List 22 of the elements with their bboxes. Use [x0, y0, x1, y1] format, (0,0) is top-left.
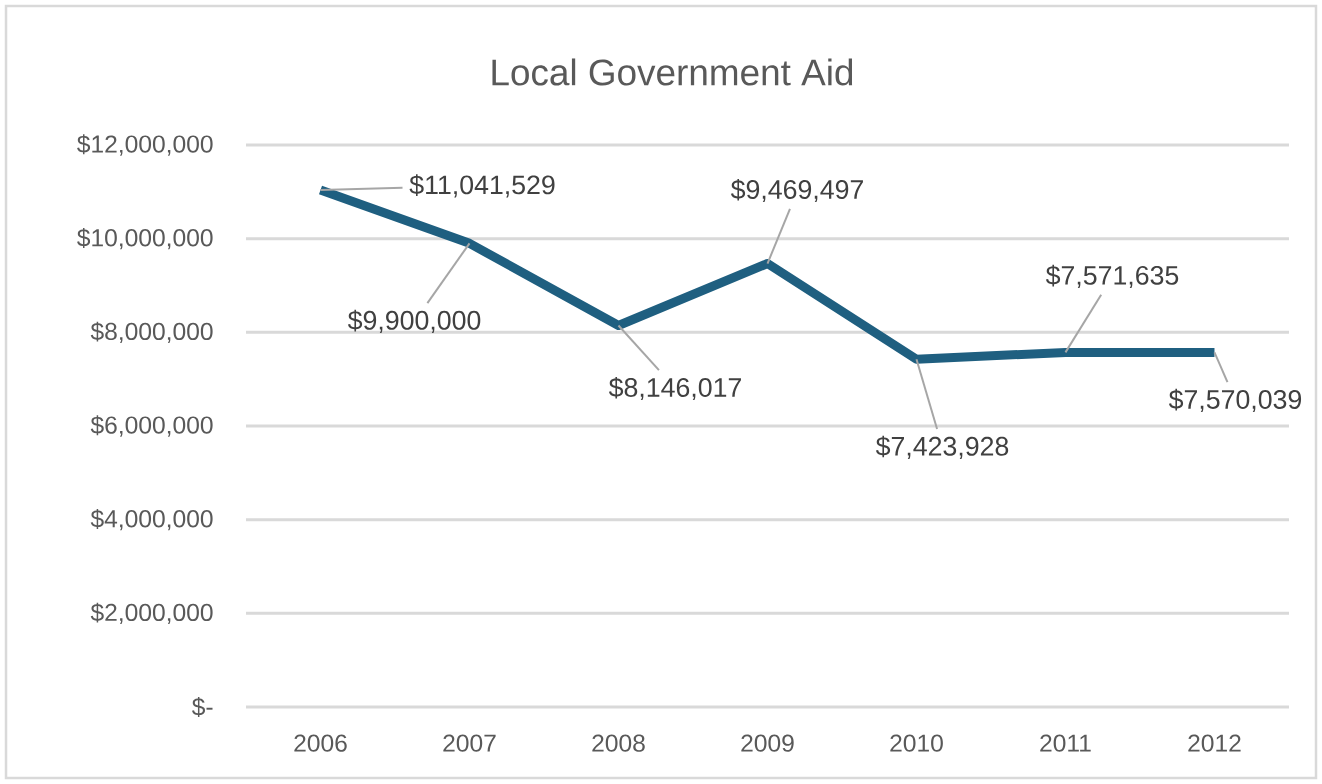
x-tick-label: 2012 — [1188, 734, 1241, 752]
x-tick-label: 2010 — [890, 734, 943, 752]
data-label: $8,146,017 — [608, 376, 741, 401]
y-tick-label: $4,000,000 — [90, 509, 213, 531]
data-label: $9,900,000 — [347, 309, 481, 333]
data-label: $7,571,635 — [1045, 264, 1179, 288]
y-tick-label: $10,000,000 — [77, 228, 213, 250]
x-tick-label: 2011 — [1040, 734, 1091, 752]
data-label: $9,469,497 — [730, 178, 863, 203]
x-tick-label: 2009 — [741, 734, 794, 752]
x-tick-label: 2008 — [592, 734, 645, 752]
data-label: $7,570,039 — [1168, 388, 1302, 413]
data-label: $7,423,928 — [875, 435, 1009, 459]
y-tick-label: $2,000,000 — [90, 602, 213, 625]
chart-title: Local Government Aid — [492, 58, 853, 86]
x-tick-label: 2007 — [443, 734, 496, 752]
y-tick-label: $12,000,000 — [77, 134, 213, 156]
y-tick-label: $8,000,000 — [90, 321, 213, 344]
x-tick-label: 2006 — [294, 734, 347, 752]
data-label: $11,041,529 — [409, 174, 555, 198]
y-tick-label: $- — [191, 697, 213, 717]
y-tick-label: $6,000,000 — [90, 415, 213, 437]
